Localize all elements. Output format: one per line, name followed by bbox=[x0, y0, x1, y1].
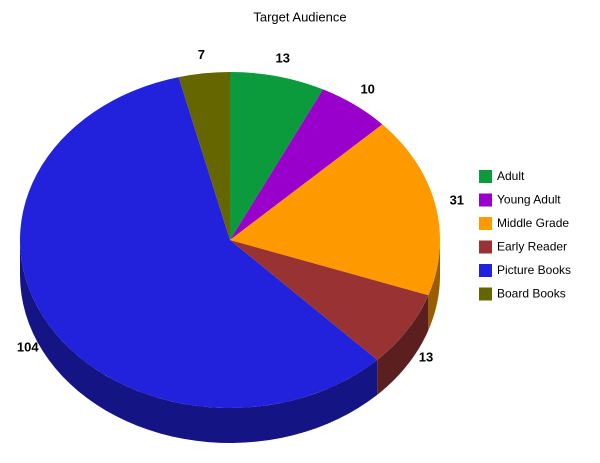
legend-label: Board Books bbox=[497, 287, 566, 301]
value-label: 31 bbox=[450, 192, 464, 207]
slice-side bbox=[377, 295, 429, 395]
legend-label: Middle Grade bbox=[497, 216, 569, 230]
legend-swatch bbox=[479, 217, 492, 230]
legend-swatch bbox=[479, 240, 492, 254]
legend-label: Adult bbox=[497, 169, 525, 183]
legend-label: Early Reader bbox=[497, 240, 567, 254]
slice bbox=[19, 77, 378, 409]
legend-label: Young Adult bbox=[497, 193, 561, 207]
slice bbox=[230, 89, 383, 240]
slice bbox=[178, 72, 230, 240]
value-label: 13 bbox=[419, 350, 433, 365]
value-label: 13 bbox=[276, 50, 290, 65]
legend-swatch bbox=[479, 170, 492, 183]
slice bbox=[230, 124, 440, 296]
slice-side bbox=[428, 240, 440, 331]
chart-title: Target Audience bbox=[253, 9, 346, 24]
value-label: 7 bbox=[198, 47, 205, 62]
legend-label: Picture Books bbox=[497, 263, 571, 277]
legend-swatch bbox=[479, 193, 492, 207]
value-label: 10 bbox=[360, 82, 374, 97]
legend-swatch bbox=[479, 287, 492, 301]
slice bbox=[230, 240, 429, 360]
slice-side bbox=[20, 240, 378, 443]
slice bbox=[230, 72, 324, 240]
legend-swatch bbox=[479, 264, 492, 277]
value-label: 104 bbox=[17, 340, 39, 355]
